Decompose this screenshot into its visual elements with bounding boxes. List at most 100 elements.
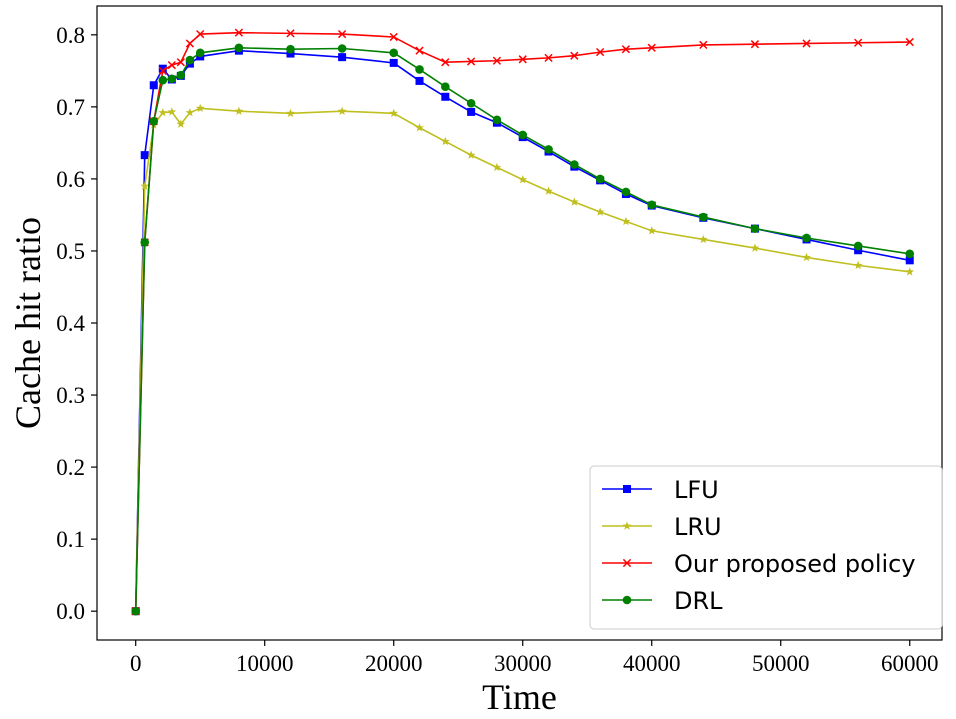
data-point-drl xyxy=(234,43,244,53)
y-tick-label: 0.6 xyxy=(56,167,85,192)
x-tick-label: 30000 xyxy=(494,651,552,676)
data-point-lru xyxy=(492,162,502,172)
data-point-our-proposed-policy xyxy=(389,32,398,42)
data-point-drl xyxy=(149,116,159,126)
legend-label: LFU xyxy=(674,476,719,504)
data-point-drl xyxy=(699,212,708,222)
data-point-lru xyxy=(698,234,708,244)
y-tick-label: 0.4 xyxy=(56,311,85,336)
legend-label: LRU xyxy=(674,513,722,541)
data-point-lru xyxy=(140,181,150,190)
data-point-drl xyxy=(853,241,863,251)
data-point-lfu xyxy=(149,81,158,90)
y-axis-label: Cache hit ratio xyxy=(8,217,48,429)
data-point-lru xyxy=(185,108,195,117)
y-tick-label: 0.8 xyxy=(56,23,85,48)
data-point-lru xyxy=(176,119,186,128)
legend-entry-lfu: LFU xyxy=(602,476,719,504)
legend-swatch-marker xyxy=(622,521,632,530)
data-point-our-proposed-policy xyxy=(699,40,708,50)
legend-swatch-marker xyxy=(622,558,632,568)
data-point-lfu xyxy=(854,246,863,255)
data-point-our-proposed-policy xyxy=(415,46,424,55)
x-axis: 0 10000 20000 30000 40000 50000 60000 xyxy=(130,640,939,676)
data-point-our-proposed-policy xyxy=(518,55,527,64)
x-tick-label: 50000 xyxy=(752,651,810,676)
data-point-lru xyxy=(167,107,177,116)
data-point-our-proposed-policy xyxy=(544,53,553,63)
data-point-our-proposed-policy xyxy=(176,58,185,67)
legend-swatch-marker xyxy=(622,595,632,605)
data-point-lru xyxy=(595,207,605,216)
data-point-lru xyxy=(647,226,657,235)
data-point-lfu xyxy=(158,64,167,73)
data-point-drl xyxy=(140,238,150,247)
x-tick-label: 10000 xyxy=(236,651,294,676)
data-point-our-proposed-policy xyxy=(570,51,579,60)
data-point-lru xyxy=(569,197,579,206)
data-point-drl xyxy=(647,200,657,210)
data-point-our-proposed-policy xyxy=(466,57,476,66)
data-point-lru xyxy=(544,186,553,195)
plot-area xyxy=(131,28,915,616)
data-point-drl xyxy=(544,145,553,154)
data-point-drl xyxy=(389,48,399,58)
data-point-our-proposed-policy xyxy=(492,56,502,65)
x-tick-label: 0 xyxy=(130,651,142,676)
data-point-our-proposed-policy xyxy=(286,29,295,38)
y-axis: 0.0 0.1 0.2 0.3 0.4 0.5 0.6 0.7 0.8 xyxy=(56,23,97,624)
legend-label: DRL xyxy=(674,587,723,615)
data-point-drl xyxy=(492,115,502,125)
data-point-lru xyxy=(195,103,205,113)
x-tick-label: 40000 xyxy=(623,651,681,676)
legend-entry-lru: LRU xyxy=(602,513,722,541)
data-point-lfu xyxy=(338,53,347,62)
data-point-drl xyxy=(167,74,177,84)
data-point-lru xyxy=(518,175,528,184)
data-point-lru xyxy=(158,108,168,117)
data-point-drl xyxy=(131,606,141,616)
y-tick-label: 0.5 xyxy=(56,239,85,264)
data-point-lfu xyxy=(389,58,398,67)
data-point-lfu xyxy=(441,92,450,101)
legend-entry-our-proposed-policy: Our proposed policy xyxy=(602,550,916,578)
x-tick-label: 60000 xyxy=(881,651,939,676)
legend: LFU LRU Our proposed policy DRL xyxy=(589,465,943,630)
data-point-our-proposed-policy xyxy=(647,43,656,52)
data-point-lru xyxy=(286,108,295,118)
data-point-our-proposed-policy xyxy=(595,47,605,57)
y-tick-label: 0.0 xyxy=(56,599,85,624)
data-point-our-proposed-policy xyxy=(621,45,631,54)
data-point-our-proposed-policy xyxy=(441,58,450,67)
x-axis-label: Time xyxy=(482,677,557,717)
data-point-our-proposed-policy xyxy=(802,39,811,48)
data-point-our-proposed-policy xyxy=(750,40,760,49)
data-point-drl xyxy=(337,44,347,53)
data-point-lru xyxy=(337,106,347,115)
data-point-drl xyxy=(415,65,424,74)
data-point-drl xyxy=(905,249,915,259)
data-point-drl xyxy=(441,82,450,91)
data-point-lru xyxy=(750,243,760,252)
series-drl xyxy=(131,43,915,616)
data-point-lru xyxy=(440,136,450,146)
data-point-lfu xyxy=(415,76,424,85)
data-point-drl xyxy=(286,44,295,54)
data-point-our-proposed-policy xyxy=(854,38,863,47)
data-point-our-proposed-policy xyxy=(158,66,167,75)
data-point-lru xyxy=(466,150,476,159)
data-point-our-proposed-policy xyxy=(185,39,195,48)
data-point-lru xyxy=(415,123,424,132)
legend-box xyxy=(589,465,943,630)
data-point-drl xyxy=(621,187,631,197)
data-point-our-proposed-policy xyxy=(905,37,914,47)
data-point-lru xyxy=(234,106,244,115)
data-point-lru xyxy=(389,108,399,118)
data-point-our-proposed-policy xyxy=(196,29,205,39)
y-tick-label: 0.1 xyxy=(56,527,85,552)
data-point-our-proposed-policy xyxy=(234,28,244,37)
x-tick-label: 20000 xyxy=(365,651,423,676)
data-point-drl xyxy=(750,224,760,233)
y-tick-label: 0.2 xyxy=(56,455,85,480)
